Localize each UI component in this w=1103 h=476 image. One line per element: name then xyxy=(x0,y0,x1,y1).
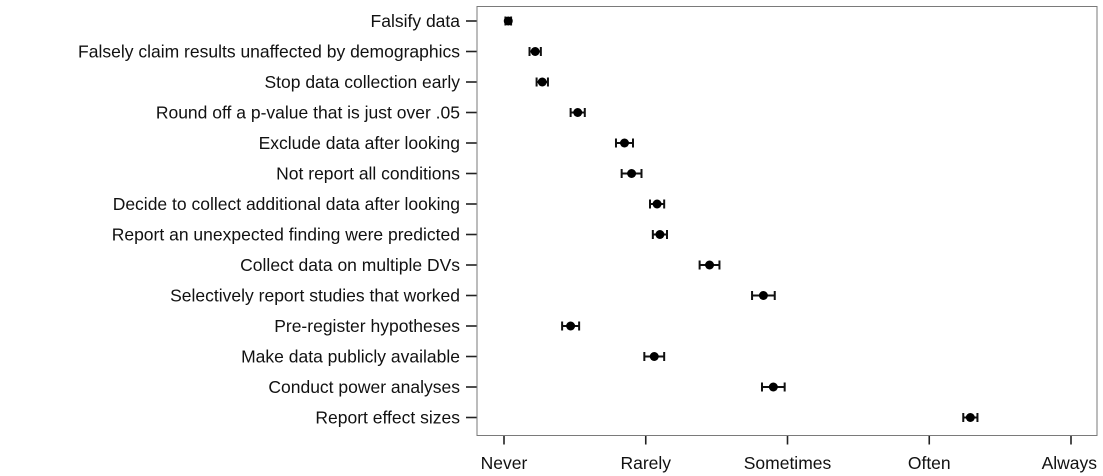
x-tick-label: Sometimes xyxy=(744,453,832,473)
x-tick-label: Rarely xyxy=(620,453,671,473)
data-point xyxy=(530,47,540,56)
data-point xyxy=(705,260,715,270)
category-label: Stop data collection early xyxy=(264,72,460,92)
data-point xyxy=(652,199,662,209)
category-label: Decide to collect additional data after … xyxy=(113,194,460,214)
x-tick-label: Always xyxy=(1042,453,1098,473)
data-point-group xyxy=(535,77,549,87)
data-point-group xyxy=(643,352,666,361)
data-point-group xyxy=(620,169,643,178)
x-tick-label: Often xyxy=(908,453,951,473)
data-point xyxy=(758,291,768,300)
data-point-group xyxy=(561,321,581,331)
data-point-group xyxy=(649,199,666,209)
data-point xyxy=(627,169,637,178)
data-marks xyxy=(503,16,979,422)
data-point-group xyxy=(751,291,776,300)
x-tick-label: Never xyxy=(481,453,528,473)
plot-frame xyxy=(476,6,1098,436)
data-point xyxy=(649,352,659,361)
x-ticks xyxy=(503,435,1072,445)
category-label: Falsely claim results unaffected by demo… xyxy=(78,42,460,62)
x-tick-labels: Never Rarely Sometimes Often Always xyxy=(481,453,1098,473)
data-point xyxy=(503,16,513,26)
data-point-group xyxy=(760,382,786,392)
category-label: Pre-register hypotheses xyxy=(274,316,460,336)
category-label: Report an unexpected finding were predic… xyxy=(112,225,460,245)
data-point xyxy=(573,108,583,117)
category-label: Report effect sizes xyxy=(315,408,460,428)
data-point-group xyxy=(503,16,513,26)
category-label: Falsify data xyxy=(371,11,461,31)
data-point xyxy=(566,321,576,331)
data-point xyxy=(768,382,778,392)
category-label: Collect data on multiple DVs xyxy=(240,255,460,275)
category-label: Selectively report studies that worked xyxy=(170,286,460,306)
data-point-group xyxy=(698,260,721,270)
data-point xyxy=(619,138,629,148)
data-point-group xyxy=(614,138,634,148)
data-point-group xyxy=(528,47,542,56)
category-label: Round off a p-value that is just over .0… xyxy=(156,103,460,123)
category-label: Conduct power analyses xyxy=(268,377,460,397)
y-ticks xyxy=(466,20,477,419)
data-point xyxy=(537,77,547,87)
category-label: Exclude data after looking xyxy=(259,133,460,153)
category-labels: Falsify data Falsely claim results unaffe… xyxy=(78,11,460,428)
data-point xyxy=(655,230,665,239)
category-label: Make data publicly available xyxy=(241,347,460,367)
data-point-group xyxy=(569,108,586,117)
data-point-group xyxy=(651,230,669,239)
data-point xyxy=(965,413,975,422)
data-point-group xyxy=(962,413,979,422)
category-label: Not report all conditions xyxy=(276,164,460,184)
